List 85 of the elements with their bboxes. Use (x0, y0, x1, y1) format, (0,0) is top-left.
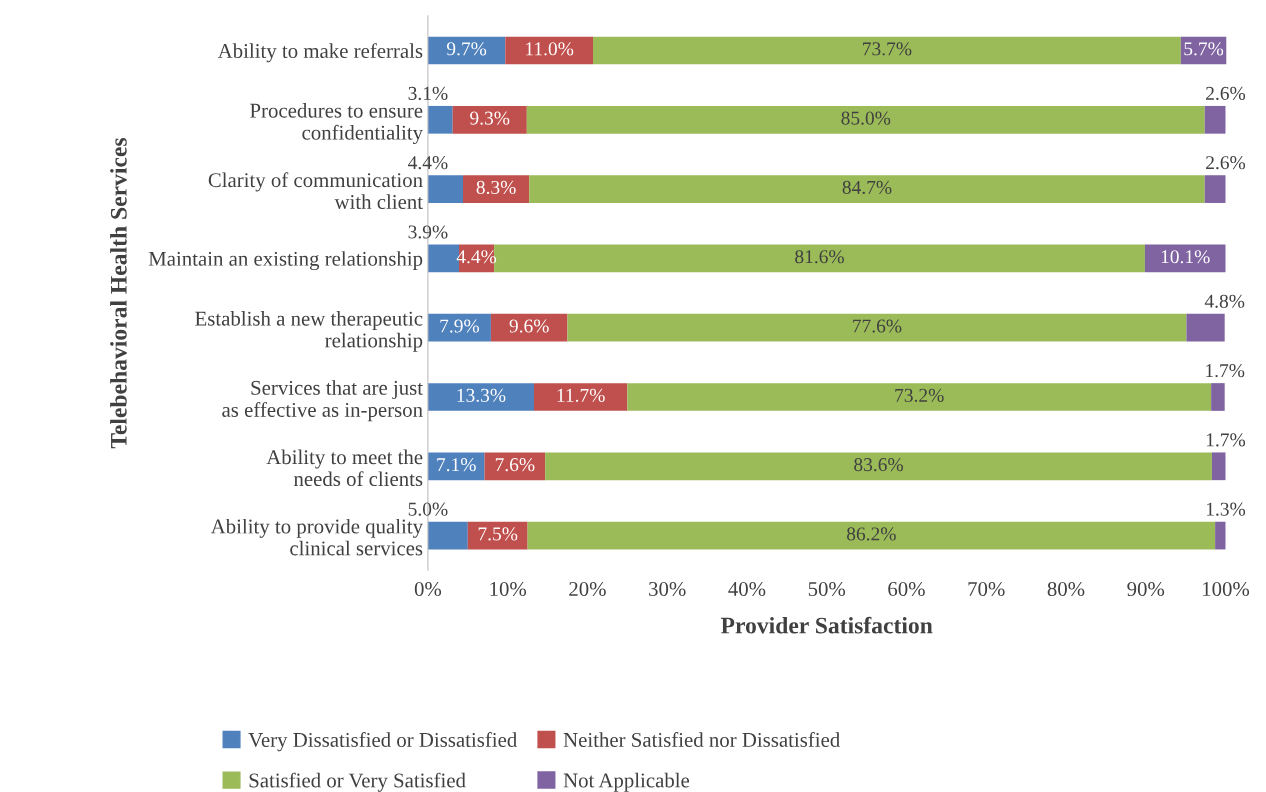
bar (527, 521, 1216, 550)
y-tick-label: Ability to provide quality clinical services (210, 518, 423, 556)
bar (490, 313, 568, 342)
data-label: 7.9% (440, 319, 479, 333)
y-tick-label: Ability to make referrals (217, 43, 423, 63)
data-label: 1.7% (1206, 363, 1245, 378)
x-tick-label: 90% (1127, 581, 1165, 597)
data-label: 11.7% (557, 388, 605, 402)
legend-label: Not Applicable (563, 772, 690, 792)
bar (593, 36, 1181, 65)
bar (1204, 105, 1226, 134)
data-label: 3.1% (408, 86, 448, 100)
data-label: 7.6% (495, 458, 535, 472)
data-label: 1.7% (1206, 433, 1246, 447)
x-tick-label: 30% (649, 581, 686, 597)
x-tick-label: 60% (888, 581, 925, 597)
legend-label: Very Dissatisfied or Dissatisfied (248, 732, 517, 752)
data-label: 8.3% (476, 180, 516, 195)
data-label: 2.6% (1206, 86, 1246, 100)
y-tick-label: Services that are just as effective as in-person (222, 380, 423, 422)
x-tick-label: 10% (490, 581, 527, 597)
bar (533, 383, 628, 411)
data-label: 11.0% (526, 42, 574, 56)
y-axis-title: Telebehavioral Health Services (110, 137, 127, 449)
data-label: 5.0% (408, 502, 448, 516)
data-label: 9.6% (509, 319, 549, 333)
y-tick-label: Maintain an existing relationship (148, 251, 423, 271)
data-label: 4.4% (408, 156, 448, 170)
data-label: 81.6% (795, 250, 844, 264)
bar (1186, 313, 1225, 342)
data-label: 5.7% (1184, 42, 1224, 56)
bar (526, 105, 1205, 134)
data-label: 86.2% (846, 527, 896, 541)
bar (1204, 175, 1226, 203)
x-tick-label: 70% (968, 581, 1005, 597)
bar (427, 521, 468, 550)
bar (494, 244, 1145, 273)
bar (1144, 244, 1226, 273)
data-label: 7.1% (437, 458, 476, 472)
data-label: 10.1% (1161, 250, 1210, 264)
bar (484, 452, 546, 481)
bar (567, 313, 1187, 342)
data-label: 2.6% (1206, 156, 1246, 170)
data-label: 73.2% (895, 388, 944, 402)
x-tick-label: 100% (1203, 581, 1250, 597)
y-tick-label: Clarity of communication with client (208, 172, 423, 209)
x-tick-label: 20% (569, 581, 606, 597)
data-label: 85.0% (841, 111, 891, 125)
data-label: 9.3% (470, 111, 510, 125)
x-tick-label: 40% (728, 581, 766, 597)
data-label: 9.7% (446, 42, 487, 56)
data-label: 1.3% (1206, 502, 1246, 516)
data-label: 77.6% (853, 319, 902, 333)
y-tick-label: Ability to meet the needs of clients (266, 449, 423, 487)
bar (452, 105, 527, 134)
bar (1211, 452, 1226, 481)
legend-label: Neither Satisfied nor Dissatisfied (563, 732, 840, 747)
bar (463, 175, 530, 203)
bar (529, 175, 1205, 203)
data-label: 73.7% (863, 42, 912, 56)
y-tick-label: Procedures to ensure confidentiality (250, 103, 423, 144)
y-tick-label: Establish a new therapeutic relationship (195, 311, 423, 352)
bar (545, 452, 1212, 481)
data-label: 13.3% (457, 388, 506, 402)
data-label: 4.8% (1204, 294, 1245, 308)
bar (427, 175, 463, 203)
bar (627, 383, 1212, 411)
bar (427, 383, 534, 411)
bar (427, 452, 485, 481)
bar (427, 36, 506, 65)
data-label: 7.5% (478, 527, 518, 541)
data-label: 3.9% (408, 225, 448, 239)
x-tick-label: 80% (1047, 581, 1085, 597)
data-label: 84.7% (842, 180, 892, 195)
legend-label: Satisfied or Very Satisfied (249, 772, 466, 792)
x-tick-label: 0% (414, 581, 442, 597)
data-label: 83.6% (854, 458, 903, 472)
x-axis-title: Provider Satisfaction (720, 616, 933, 634)
bar (427, 313, 491, 342)
bar (427, 105, 453, 134)
bar (505, 36, 594, 65)
x-tick-label: 50% (808, 581, 846, 597)
bar (467, 521, 528, 550)
bar (1215, 521, 1226, 550)
bar (1211, 383, 1225, 411)
